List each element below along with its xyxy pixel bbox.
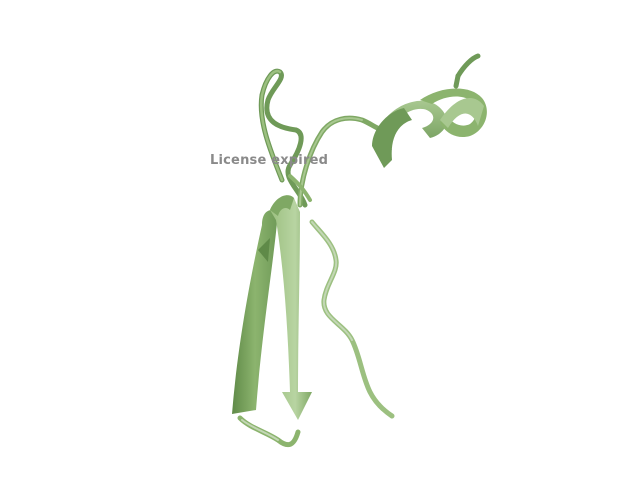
beta-strand-2 <box>270 195 312 420</box>
alpha-helix <box>372 53 487 168</box>
coil-bottom <box>237 219 395 448</box>
beta-strand-1 <box>232 210 278 414</box>
coil-top <box>258 68 387 208</box>
